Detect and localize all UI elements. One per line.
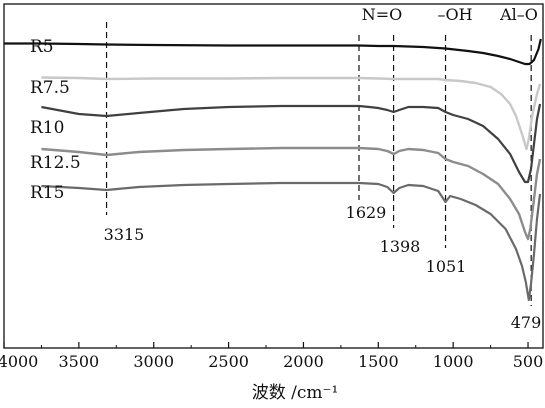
annotations: N=O –OH Al–O 3315 1629 1398 1051 479	[104, 5, 542, 332]
x-axis-label: 波数 /cm⁻¹	[252, 383, 339, 403]
series-label: R5	[30, 37, 54, 57]
annotation-label: 1629	[346, 203, 387, 222]
series-label: R12.5	[30, 153, 81, 173]
series-group	[4, 38, 542, 302]
reference-lines	[105, 22, 532, 306]
axes	[3, 3, 544, 349]
series-label: R15	[30, 183, 64, 203]
series-line-R15	[41, 181, 542, 302]
annotation-label: 3315	[104, 225, 145, 244]
annotation-label: N=O	[362, 5, 403, 24]
series-labels: R5 R7.5 R10 R12.5 R15	[30, 37, 81, 203]
series-line-R10	[41, 103, 542, 184]
series-line-R5	[4, 38, 542, 66]
annotation-label: 1051	[426, 257, 467, 276]
x-tick-label: 3500	[59, 352, 100, 371]
x-tick-label: 2000	[283, 352, 324, 371]
x-tick-label: 1500	[358, 352, 399, 371]
annotation-label: Al–O	[499, 5, 538, 24]
annotation-label: –OH	[437, 5, 472, 24]
x-tick-label: 1000	[433, 352, 474, 371]
series-line-R12.5	[41, 146, 542, 241]
x-tick-label: 2500	[208, 352, 249, 371]
series-line-R7.5	[41, 76, 542, 151]
x-ticks: 4000 3500 3000 2500 2000 1500 1000 500	[0, 342, 543, 371]
series-label: R7.5	[30, 78, 70, 98]
annotation-label: 479	[511, 313, 542, 332]
plot-frame	[3, 3, 544, 349]
x-tick-label: 4000	[0, 352, 38, 371]
x-tick-label: 3000	[133, 352, 174, 371]
x-tick-label: 500	[513, 352, 544, 371]
series-label: R10	[30, 118, 64, 138]
annotation-label: 1398	[380, 237, 421, 256]
